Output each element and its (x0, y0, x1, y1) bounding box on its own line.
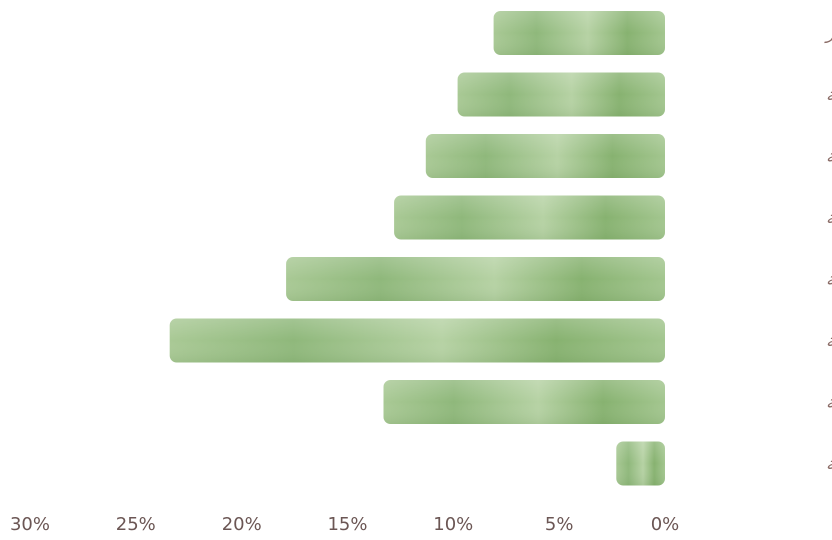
bar-shade (616, 441, 665, 486)
category-label: 40-44 سنة (826, 209, 832, 229)
bar (383, 380, 665, 424)
x-tick-label: 20% (222, 514, 262, 535)
bar-shade (493, 11, 665, 55)
bar (425, 134, 665, 178)
category-label: 50-54 سنة (826, 86, 832, 106)
category-label: 35-39 سنة (826, 270, 832, 290)
x-tick-label: 10% (433, 514, 473, 535)
x-tick-label: 15% (327, 514, 367, 535)
category-label: 55 سنة وأكثر (824, 22, 832, 44)
bar-shade (286, 257, 665, 301)
x-tick-label: 30% (10, 514, 50, 535)
bar (286, 257, 665, 301)
bar (616, 441, 665, 486)
category-labels: 55 سنة وأكثر 50-54 سنة 45-49 سنة 40-44 سنة 3… (824, 22, 832, 475)
x-tick-label: 5% (545, 514, 574, 535)
category-label: 25-29 سنة (826, 393, 832, 413)
bar-shade (383, 380, 665, 424)
x-tick-label: 0% (651, 514, 680, 535)
category-label: 45-49 سنة (826, 147, 832, 167)
bar (493, 11, 665, 55)
x-tick-label: 25% (116, 514, 156, 535)
bar (169, 318, 665, 363)
bar-shade (425, 134, 665, 178)
bar (457, 72, 665, 117)
category-label: 30-34 سنة (826, 332, 832, 352)
category-label: 20-24 سنة (826, 455, 832, 475)
bar (394, 195, 665, 240)
bar-shade (169, 318, 665, 363)
bar-shade (457, 72, 665, 117)
bar-shade (394, 195, 665, 240)
x-axis-ticks: 0% 5% 10% 15% 20% 25% 30% (10, 514, 679, 535)
bars (169, 11, 665, 486)
